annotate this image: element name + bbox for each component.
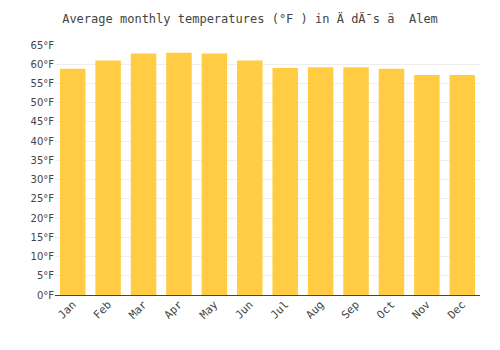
svg-text:0°F: 0°F (37, 290, 54, 301)
svg-text:Feb: Feb (91, 298, 114, 321)
svg-text:55°F: 55°F (31, 78, 55, 89)
svg-text:20°F: 20°F (31, 213, 55, 224)
svg-text:Oct: Oct (374, 298, 397, 321)
svg-text:Nov: Nov (410, 298, 434, 322)
svg-text:Jun: Jun (233, 298, 256, 321)
svg-text:Jan: Jan (55, 298, 78, 321)
svg-text:Jul: Jul (268, 298, 291, 321)
svg-text:5°F: 5°F (37, 270, 54, 281)
svg-text:15°F: 15°F (31, 232, 55, 243)
svg-text:Average monthly temperatures (: Average monthly temperatures (°F ) in Ä … (62, 11, 438, 26)
svg-text:30°F: 30°F (31, 174, 55, 185)
svg-text:50°F: 50°F (31, 97, 55, 108)
svg-text:40°F: 40°F (31, 136, 55, 147)
svg-text:25°F: 25°F (31, 193, 55, 204)
svg-text:60°F: 60°F (31, 59, 55, 70)
svg-text:Mar: Mar (126, 298, 150, 322)
svg-text:10°F: 10°F (31, 251, 55, 262)
svg-text:May: May (197, 298, 221, 322)
svg-text:Dec: Dec (445, 298, 468, 321)
svg-text:45°F: 45°F (31, 116, 55, 127)
svg-text:Apr: Apr (162, 298, 186, 322)
svg-text:35°F: 35°F (31, 155, 55, 166)
svg-text:Aug: Aug (303, 298, 326, 321)
svg-text:65°F: 65°F (31, 40, 55, 51)
svg-text:Sep: Sep (339, 298, 362, 321)
